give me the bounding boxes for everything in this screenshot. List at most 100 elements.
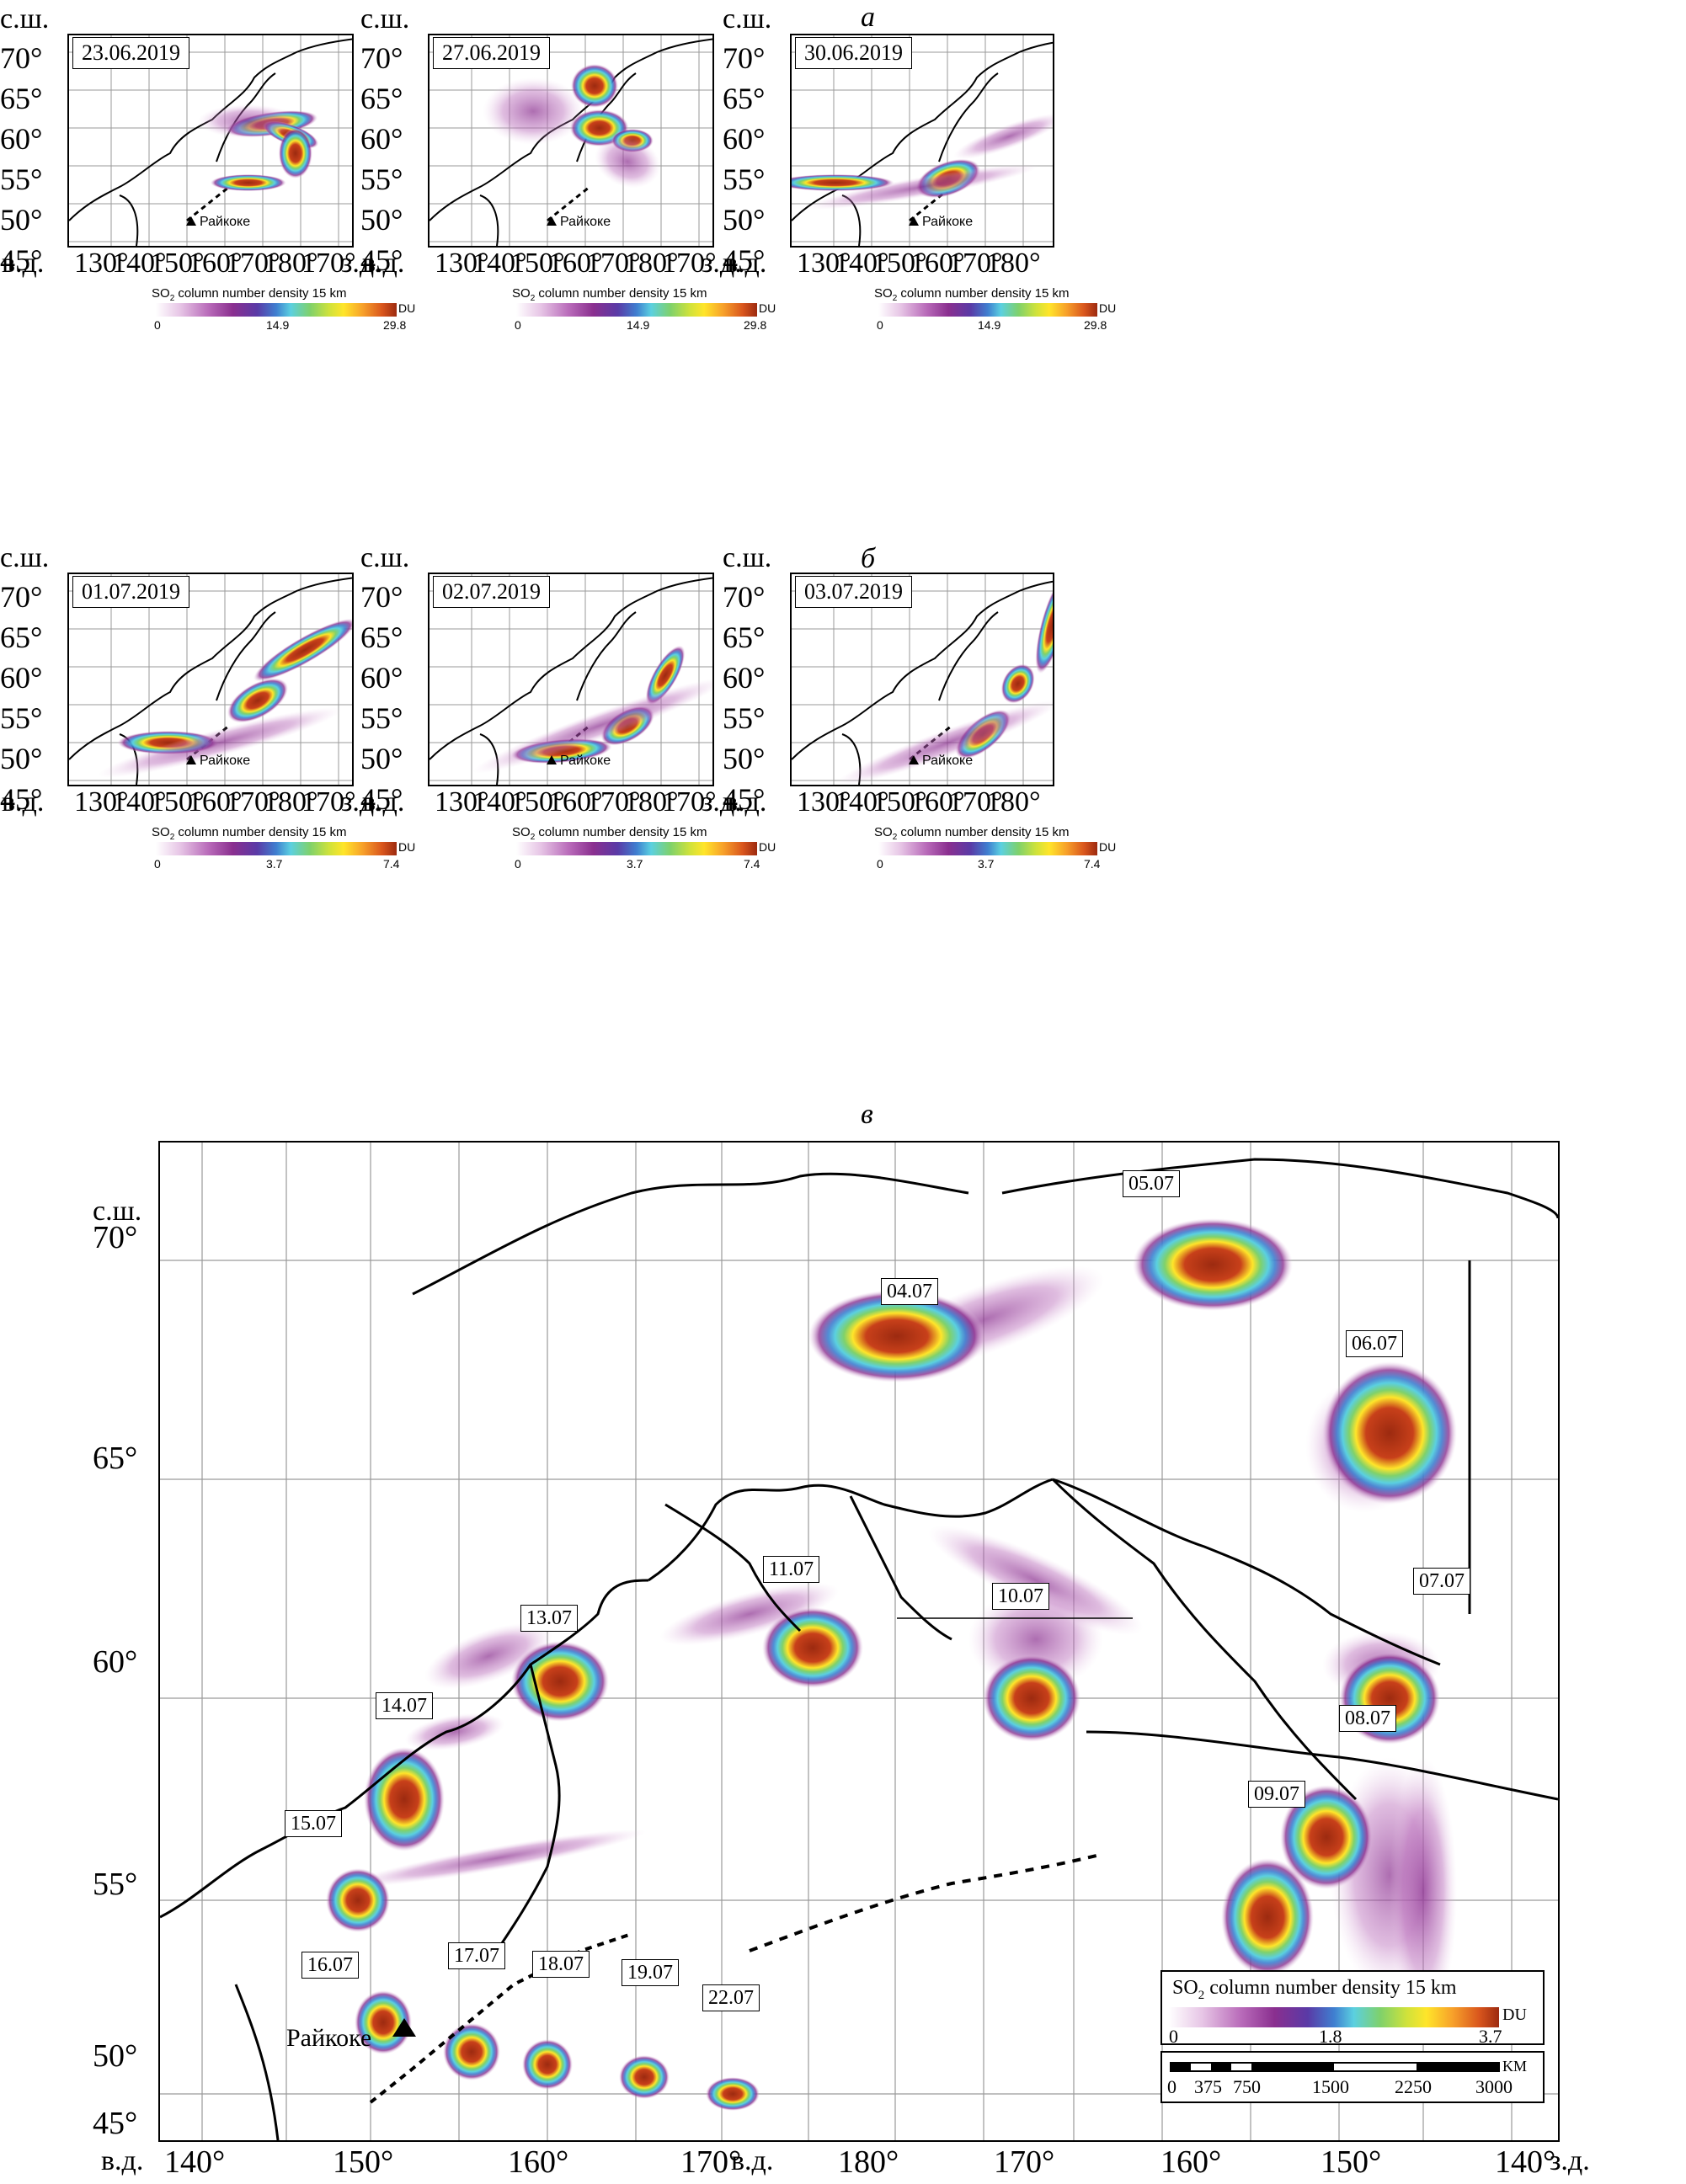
- lat-tick: 50°: [0, 742, 43, 775]
- west-label: з.д.: [341, 248, 381, 279]
- coastline: [648, 1478, 1054, 1582]
- plume-core: [210, 174, 286, 191]
- lat-tick: 60°: [723, 661, 766, 695]
- plume-core: [983, 1654, 1080, 1742]
- lon-tick: 160°: [188, 248, 243, 279]
- plume-core: [619, 2055, 670, 2099]
- coastline: [1001, 1158, 1558, 1219]
- scale-tick-3: 1500: [1312, 2076, 1349, 2097]
- lon-tick: 170°: [662, 786, 717, 818]
- coastline-sakhalin: [119, 194, 139, 246]
- lon-tick: 170°: [948, 786, 1003, 818]
- big-west-label: з.д.: [1550, 2145, 1590, 2176]
- panel-letter-c: в: [861, 1099, 873, 1130]
- west-label: з.д.: [702, 786, 742, 818]
- north-label: с.ш.: [723, 542, 772, 573]
- big-map-svg: Райкоке: [160, 1143, 1558, 2140]
- volcano-label: Райкоке: [560, 215, 611, 229]
- plume-core: [1322, 1361, 1457, 1505]
- big-lon-west: 150°: [1321, 2144, 1382, 2180]
- plume-haze: [483, 77, 584, 145]
- colorbar-unit: DU: [759, 840, 776, 854]
- lat-tick: 45°: [360, 782, 403, 816]
- lon-tick: 180°: [986, 248, 1041, 279]
- big-lon-east: 140°: [164, 2144, 226, 2180]
- east-label: в.д.: [362, 786, 405, 818]
- volcano-triangle: [909, 216, 919, 226]
- lon-tick: 130°: [797, 248, 851, 279]
- cloud-date-label: 14.07: [376, 1692, 433, 1719]
- plume-haze: [424, 1622, 552, 1690]
- scale-tick-2: 750: [1233, 2076, 1261, 2097]
- big-east-label-2: в.д.: [731, 2145, 774, 2176]
- lon-tick: 140°: [112, 786, 167, 818]
- lon-tick: 150°: [510, 248, 565, 279]
- colorbar-title: SO2 column number density 15 km: [512, 286, 707, 303]
- coastline: [160, 1579, 649, 1919]
- date-label: 27.06.2019: [433, 37, 550, 69]
- colorbar-tick: 0: [515, 318, 521, 332]
- coastline-sakhalin: [479, 733, 499, 785]
- north-label: с.ш.: [723, 3, 772, 35]
- colorbar-bar: [878, 303, 1097, 317]
- plume-core: [706, 2077, 760, 2111]
- date-label: 01.07.2019: [72, 576, 189, 608]
- colorbar-tick: 14.9: [978, 318, 1001, 332]
- colorbar-unit: DU: [759, 301, 776, 315]
- lon-tick: 140°: [112, 248, 167, 279]
- plume-core: [1221, 1858, 1314, 1976]
- colorbar-tick: 3.7: [978, 857, 995, 871]
- colorbar-title: SO2 column number density 15 km: [152, 286, 347, 303]
- coastline-kamchatka: [938, 72, 999, 162]
- big-lat-tick: 70°: [93, 1220, 138, 1255]
- coastline: [1086, 1730, 1558, 1801]
- colorbar-tick: 3.7: [627, 857, 643, 871]
- colorbar-bar: [878, 842, 1097, 855]
- lat-tick: 50°: [360, 203, 403, 237]
- coastline-kamchatka: [216, 72, 276, 162]
- scale-tick-1: 375: [1194, 2076, 1222, 2097]
- lat-tick: 60°: [723, 122, 766, 156]
- lat-tick: 60°: [0, 122, 43, 156]
- big-lon-west: 170°: [994, 2144, 1055, 2180]
- lon-tick: 170°: [226, 248, 280, 279]
- coastline: [412, 1172, 969, 1296]
- map-svg: Райкоке: [430, 574, 712, 785]
- lat-tick: 50°: [723, 203, 766, 237]
- scale-bar-svg: [1170, 2062, 1500, 2072]
- plume-core: [762, 1607, 863, 1688]
- lat-tick: 65°: [723, 621, 766, 654]
- map-frame: Райкоке: [790, 573, 1054, 786]
- map-frame: Райкоке: [428, 34, 714, 248]
- north-label: с.ш.: [0, 3, 50, 35]
- lon-tick: 180°: [624, 786, 679, 818]
- plume-haze: [837, 700, 1053, 785]
- plume-haze: [197, 104, 299, 138]
- east-label: в.д.: [724, 248, 767, 279]
- coastline: [849, 1495, 952, 1641]
- plume-haze: [1390, 1757, 1457, 2027]
- volcano-triangle: [186, 216, 196, 226]
- lon-tick: 180°: [986, 786, 1041, 818]
- big-legend-tick-1: 1.8: [1319, 2026, 1342, 2047]
- scale-tick-4: 2250: [1395, 2076, 1432, 2097]
- cloud-date-label: 07.07: [1413, 1568, 1470, 1595]
- big-legend-unit: DU: [1502, 2006, 1527, 2024]
- colorbar-unit: DU: [1099, 301, 1117, 315]
- big-lat-tick: 65°: [93, 1441, 138, 1476]
- coastline: [792, 580, 1053, 760]
- plume-core: [571, 64, 618, 108]
- lat-tick: 50°: [360, 742, 403, 775]
- plume-core: [253, 618, 352, 682]
- big-lon-west: 160°: [1160, 2144, 1222, 2180]
- lat-tick: 70°: [360, 580, 403, 614]
- plume-haze: [953, 113, 1053, 160]
- lat-tick: 55°: [723, 701, 766, 735]
- colorbar-bar: [516, 842, 757, 855]
- colorbar-tick: 29.8: [1084, 318, 1107, 332]
- lon-tick: 130°: [74, 786, 129, 818]
- colorbar-unit: DU: [1099, 840, 1117, 854]
- lat-tick: 45°: [723, 782, 766, 816]
- scale-tick-5: 3000: [1475, 2076, 1513, 2097]
- plume-core: [1000, 663, 1035, 704]
